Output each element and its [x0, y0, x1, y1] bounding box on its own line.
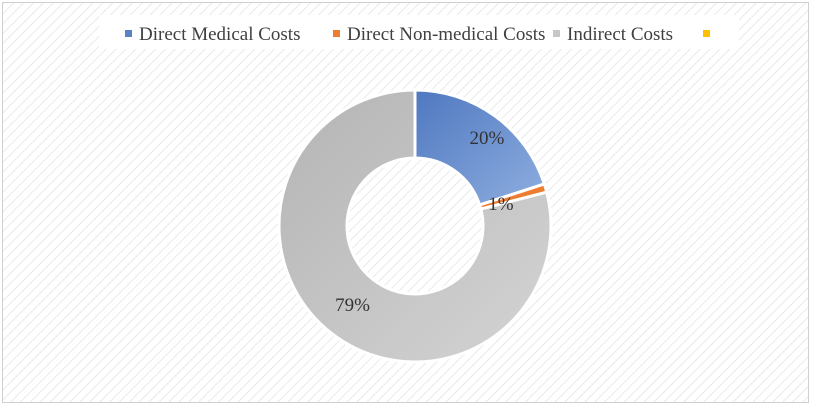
- legend-swatch-indirect-costs: [553, 30, 560, 37]
- slice-indirect-costs: [277, 88, 553, 364]
- legend-label-direct-medical-costs: Direct Medical Costs: [139, 24, 300, 45]
- slice-direct-medical-costs: [413, 88, 547, 207]
- legend: Direct Medical Costs Direct Non-medical C…: [99, 15, 739, 49]
- slice-label-indirect-costs: 79%: [335, 295, 370, 316]
- legend-swatch-direct-medical-costs: [125, 30, 132, 37]
- doughnut-slices: [277, 88, 553, 364]
- slice-label-direct-medical-costs: 20%: [470, 128, 505, 149]
- chart-frame: Direct Medical Costs Direct Non-medical C…: [2, 2, 809, 403]
- legend-label-indirect-costs: Indirect Costs: [567, 24, 673, 45]
- slice-labels: 20% 1% 79%: [335, 128, 514, 316]
- legend-box: [99, 15, 739, 49]
- legend-label-direct-non-medical-costs: Direct Non-medical Costs: [347, 24, 545, 45]
- doughnut-chart: Direct Medical Costs Direct Non-medical C…: [3, 3, 808, 402]
- slice-label-direct-non-medical-costs: 1%: [488, 194, 514, 215]
- legend-swatch-blank: [703, 30, 710, 37]
- legend-swatch-direct-non-medical-costs: [333, 30, 340, 37]
